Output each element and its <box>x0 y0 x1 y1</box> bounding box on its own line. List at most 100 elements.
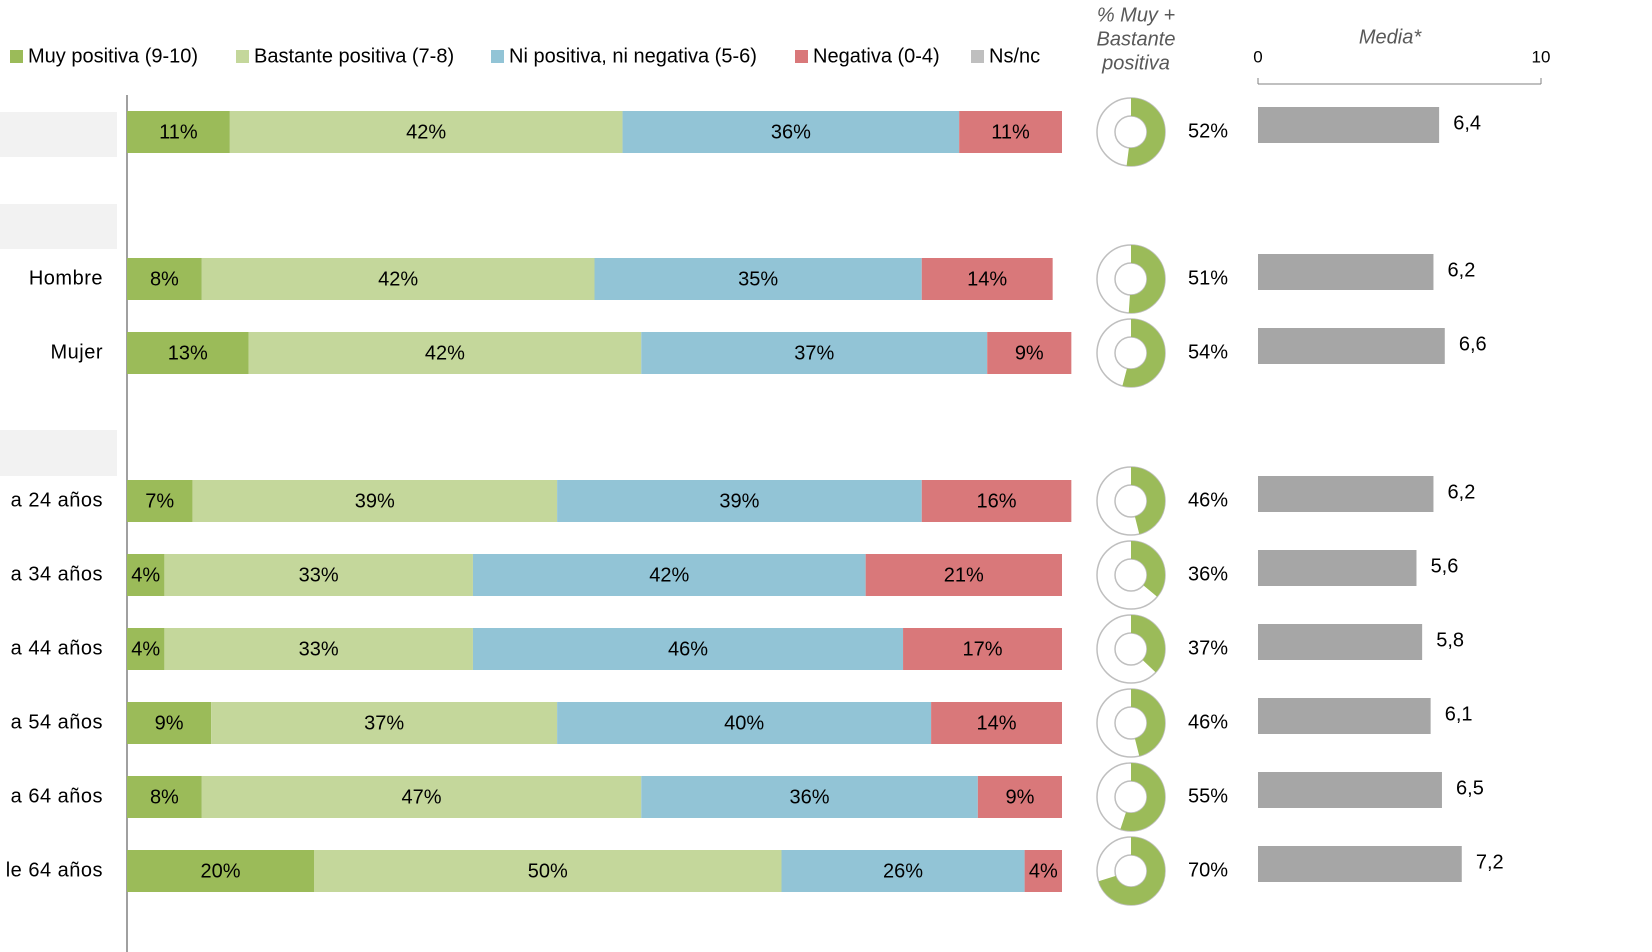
bar-segment <box>248 332 642 374</box>
row-label: le 64 años <box>6 859 103 881</box>
bar-segment <box>201 776 642 818</box>
donut-ring <box>1114 780 1148 814</box>
media-bar <box>1258 624 1423 660</box>
legend-label: Muy positiva (9-10) <box>28 45 198 67</box>
media-bar <box>1258 107 1440 143</box>
bar-segment <box>921 480 1072 522</box>
data-label: 21% <box>944 564 984 586</box>
legend-label: Bastante positiva (7-8) <box>254 45 454 67</box>
row-label: Hombre <box>29 267 103 289</box>
data-label: 47% <box>402 786 442 808</box>
data-label: 11% <box>991 121 1030 143</box>
x-tick-label: 0 <box>1253 47 1262 66</box>
bar-segment <box>977 776 1062 818</box>
data-label: 20% <box>200 860 240 882</box>
bar-segment <box>472 554 866 596</box>
bar-segment <box>903 628 1062 670</box>
bar-segment <box>472 628 904 670</box>
row-label: Mujer <box>50 341 103 363</box>
media-bar <box>1258 698 1431 734</box>
donut-arc <box>1097 763 1165 831</box>
bar-segment <box>314 850 782 892</box>
section-box <box>0 430 117 476</box>
data-label: 14% <box>977 712 1017 734</box>
donut-arc <box>1097 245 1165 313</box>
data-label: 4% <box>131 638 160 660</box>
section-box <box>0 112 117 157</box>
row-label: a 34 años <box>11 563 103 585</box>
donut-label: 51% <box>1188 267 1228 289</box>
legend-swatch <box>491 50 504 63</box>
donut-arc <box>1097 98 1165 166</box>
bar-segment <box>557 480 922 522</box>
data-label: 33% <box>299 638 339 660</box>
donut-arc <box>1097 467 1165 535</box>
data-label: 37% <box>794 342 834 364</box>
row-label: a 54 años <box>11 711 103 733</box>
bar-segment <box>865 554 1062 596</box>
x-tick-label: 10 <box>1532 47 1551 66</box>
media-label: 6,2 <box>1448 481 1476 503</box>
media-title: Media* <box>1359 26 1422 48</box>
bar-segment <box>164 554 473 596</box>
bar-segment <box>781 850 1025 892</box>
data-label: 9% <box>155 712 184 734</box>
bar-segment <box>127 258 202 300</box>
bar-segment <box>127 776 202 818</box>
bar-segment <box>127 628 165 670</box>
media-label: 5,6 <box>1431 555 1459 577</box>
donut-arc <box>1097 319 1165 387</box>
bar-segment <box>921 258 1053 300</box>
media-bar <box>1258 254 1434 290</box>
donut-label: 54% <box>1188 341 1228 363</box>
media-label: 6,6 <box>1459 333 1487 355</box>
media-bar <box>1258 772 1442 808</box>
donut-ring <box>1114 262 1148 296</box>
media-label: 5,8 <box>1436 629 1464 651</box>
media-bar <box>1258 550 1417 586</box>
data-label: 16% <box>977 490 1017 512</box>
bar-segment <box>127 554 165 596</box>
legend-label: Ns/nc <box>989 45 1040 67</box>
donut-ring <box>1114 706 1148 740</box>
media-label: 6,4 <box>1453 112 1481 134</box>
bar-segment <box>959 111 1062 153</box>
legend-label: Negativa (0-4) <box>813 45 940 67</box>
bar-segment <box>641 776 978 818</box>
section-box <box>0 204 117 249</box>
data-label: 42% <box>406 121 446 143</box>
legend-swatch <box>971 50 984 63</box>
data-label: 42% <box>649 564 689 586</box>
data-label: 37% <box>364 712 404 734</box>
data-label: 36% <box>790 786 830 808</box>
row-label: a 24 años <box>11 489 103 511</box>
bar-segment <box>1024 850 1062 892</box>
bar-segment <box>127 702 212 744</box>
bar-segment <box>201 258 595 300</box>
donut-arc <box>1097 541 1165 609</box>
data-label: 4% <box>1029 860 1058 882</box>
donut-ring <box>1114 336 1148 370</box>
media-label: 6,1 <box>1445 703 1473 725</box>
data-label: 8% <box>150 786 179 808</box>
data-label: 33% <box>299 564 339 586</box>
bar-segment <box>127 111 230 153</box>
bar-segment <box>622 111 960 153</box>
media-label: 7,2 <box>1476 851 1504 873</box>
row-label: a 64 años <box>11 785 103 807</box>
data-label: 7% <box>145 490 174 512</box>
data-label: 9% <box>1015 342 1044 364</box>
data-label: 35% <box>738 268 778 290</box>
bar-segment <box>931 702 1062 744</box>
bar-segment <box>641 332 988 374</box>
donut-label: 46% <box>1188 711 1228 733</box>
donut-label: 37% <box>1188 637 1228 659</box>
legend-swatch <box>236 50 249 63</box>
data-label: 26% <box>883 860 923 882</box>
data-label: 39% <box>719 490 759 512</box>
donut-arc <box>1097 689 1165 757</box>
data-label: 9% <box>1005 786 1034 808</box>
donut-ring <box>1114 558 1148 592</box>
donut-label: 70% <box>1188 859 1228 881</box>
